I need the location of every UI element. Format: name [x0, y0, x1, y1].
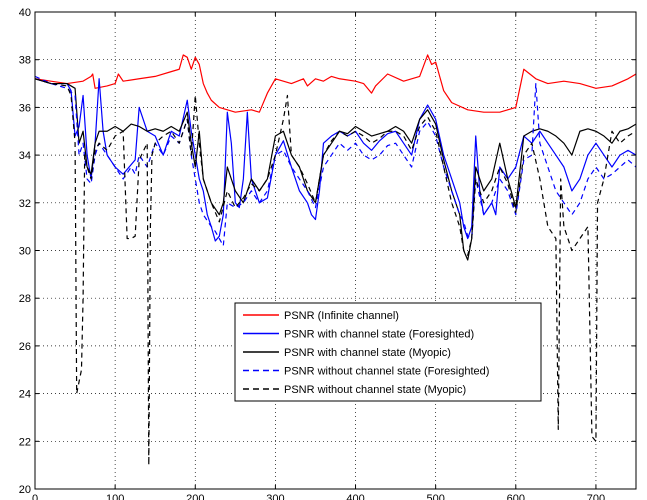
x-tick-label: 200: [186, 493, 204, 500]
x-tick-label: 100: [106, 493, 124, 500]
axis-ticks: 0 100 200 300 400 500 600 700 20 22 24 26 28 30 32 34 36…: [19, 7, 636, 500]
x-tick-label: 300: [266, 493, 284, 500]
x-tick-label: 400: [346, 493, 364, 500]
y-tick-label: 26: [19, 341, 31, 353]
series-line-2: [35, 78, 636, 242]
x-tick-label: 600: [507, 493, 525, 500]
series-line-5: [35, 78, 636, 466]
y-tick-label: 20: [19, 484, 31, 496]
y-tick-label: 40: [19, 7, 31, 19]
legend-label: PSNR with channel state (Foresighted): [284, 329, 474, 341]
legend: PSNR (Infinite channel) PSNR with channel…: [234, 302, 542, 402]
y-tick-label: 30: [19, 246, 31, 258]
y-tick-label: 36: [19, 102, 31, 114]
y-tick-label: 32: [19, 198, 31, 210]
legend-label: PSNR with channel state (Myopic): [284, 347, 451, 359]
series-line-1: [35, 54, 636, 113]
series-lines: [35, 54, 636, 466]
x-tick-label: 500: [426, 493, 444, 500]
y-tick-label: 28: [19, 293, 31, 305]
legend-label: PSNR without channel state (Foresighted): [284, 366, 489, 378]
x-tick-label: 700: [587, 493, 605, 500]
y-tick-label: 34: [19, 150, 31, 162]
x-tick-label: 0: [32, 493, 38, 500]
legend-box: [234, 302, 542, 402]
legend-label: PSNR without channel state (Myopic): [284, 384, 466, 396]
y-tick-label: 22: [19, 436, 31, 448]
y-tick-label: 24: [19, 389, 31, 401]
y-tick-label: 38: [19, 55, 31, 67]
legend-label: PSNR (Infinite channel): [284, 310, 399, 322]
